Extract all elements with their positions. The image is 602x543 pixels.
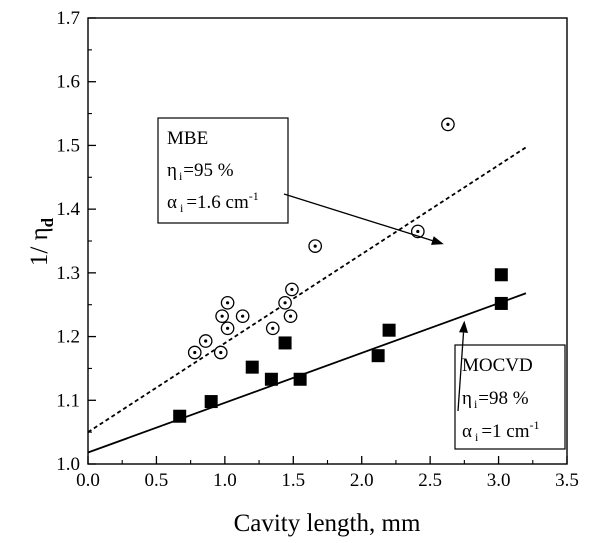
mbe-data-point	[265, 321, 280, 336]
y-tick-label: 1.4	[56, 199, 80, 220]
mocvd-loss: α i =1 cm-1	[462, 418, 540, 444]
mocvd-data-point	[494, 268, 508, 282]
mocvd-data-point	[204, 395, 218, 409]
mbe-point-dot	[193, 350, 197, 355]
mbe-data-point	[213, 345, 228, 360]
mocvd-fit-line	[87, 292, 527, 454]
mbe-point-dot	[204, 339, 208, 343]
x-axis-title: Cavity length, mm	[234, 510, 421, 537]
mbe-data-point	[441, 117, 455, 132]
mbe-point-dot	[416, 229, 420, 234]
mocvd-data-point	[371, 349, 385, 363]
mocvd-efficiency: η i=98 %	[462, 388, 529, 411]
mbe-annotation-box	[157, 117, 289, 224]
mbe-data-point	[215, 309, 229, 324]
y-tick-label: 1.1	[56, 390, 80, 411]
mocvd-data-point	[173, 409, 187, 423]
mbe-point-dot	[290, 287, 294, 292]
mbe-loss: α i =1.6 cm-1	[167, 189, 259, 215]
axis-ticks: 0.0 0.5 1.0 1.5 2.0 2.5 3.0 3.5 1.0 1.1 1.2 1.3 1.4 1…	[56, 8, 579, 491]
mbe-label: MBE	[167, 128, 208, 149]
x-tick-label: 2.5	[418, 470, 442, 491]
mbe-point-dot	[446, 122, 450, 127]
mocvd-label: MOCVD	[462, 355, 533, 376]
mbe-point-dot	[225, 326, 230, 330]
mbe-data-point	[220, 321, 235, 336]
mbe-point-dot	[283, 301, 287, 305]
mbe-data-point	[308, 239, 323, 253]
y-tick-label: 1.5	[56, 135, 80, 156]
mbe-point-dot	[313, 244, 317, 248]
x-tick-label: 3.0	[487, 470, 511, 491]
mbe-data-point	[285, 282, 299, 297]
y-tick-label: 1.3	[56, 263, 80, 284]
mocvd-annotation-box	[454, 344, 566, 450]
mbe-point-dot	[220, 314, 224, 318]
mbe-point-dot	[225, 301, 230, 305]
mbe-data-point	[283, 309, 298, 324]
mocvd-data-point	[278, 336, 292, 350]
mbe-point-dot	[219, 350, 223, 355]
mbe-data-point	[220, 295, 235, 310]
mbe-data-point	[187, 345, 202, 360]
mocvd-arrow	[457, 332, 465, 412]
mocvd-data-point	[264, 372, 278, 386]
mbe-point-dot	[288, 314, 293, 318]
mbe-arrow	[283, 193, 433, 242]
data-points	[173, 117, 508, 423]
mbe-annotation: MBE η i=95 % α i =1.6 cm-1	[157, 117, 444, 245]
fit-lines	[87, 146, 527, 454]
x-tick-label: 1.5	[281, 470, 305, 491]
y-axis-title: 1/ ηd	[26, 217, 57, 266]
mbe-data-point	[235, 309, 250, 324]
x-tick-label: 2.0	[350, 470, 374, 491]
mbe-point-dot	[241, 314, 245, 318]
mbe-arrowhead	[431, 236, 444, 245]
mocvd-data-point	[494, 296, 508, 310]
x-tick-label: 3.5	[555, 470, 579, 491]
x-tick-label: 0.0	[76, 470, 100, 491]
y-tick-label: 1.0	[56, 454, 80, 475]
y-tick-label: 1.6	[56, 72, 80, 93]
mbe-point-dot	[271, 326, 275, 330]
mbe-data-point	[198, 334, 213, 348]
mocvd-data-point	[293, 372, 307, 386]
mocvd-annotation: MOCVD η i=98 % α i =1 cm-1	[454, 320, 566, 450]
y-tick-label: 1.7	[56, 8, 80, 29]
x-tick-label: 1.0	[213, 470, 237, 491]
mocvd-data-point	[245, 360, 259, 374]
y-tick-label: 1.2	[56, 327, 80, 348]
mbe-efficiency: η i=95 %	[167, 160, 234, 183]
mbe-data-point	[278, 295, 292, 310]
mocvd-arrowhead	[459, 320, 469, 333]
x-tick-label: 0.5	[145, 470, 169, 491]
mbe-fit-line	[87, 146, 527, 433]
mocvd-data-point	[382, 323, 396, 337]
